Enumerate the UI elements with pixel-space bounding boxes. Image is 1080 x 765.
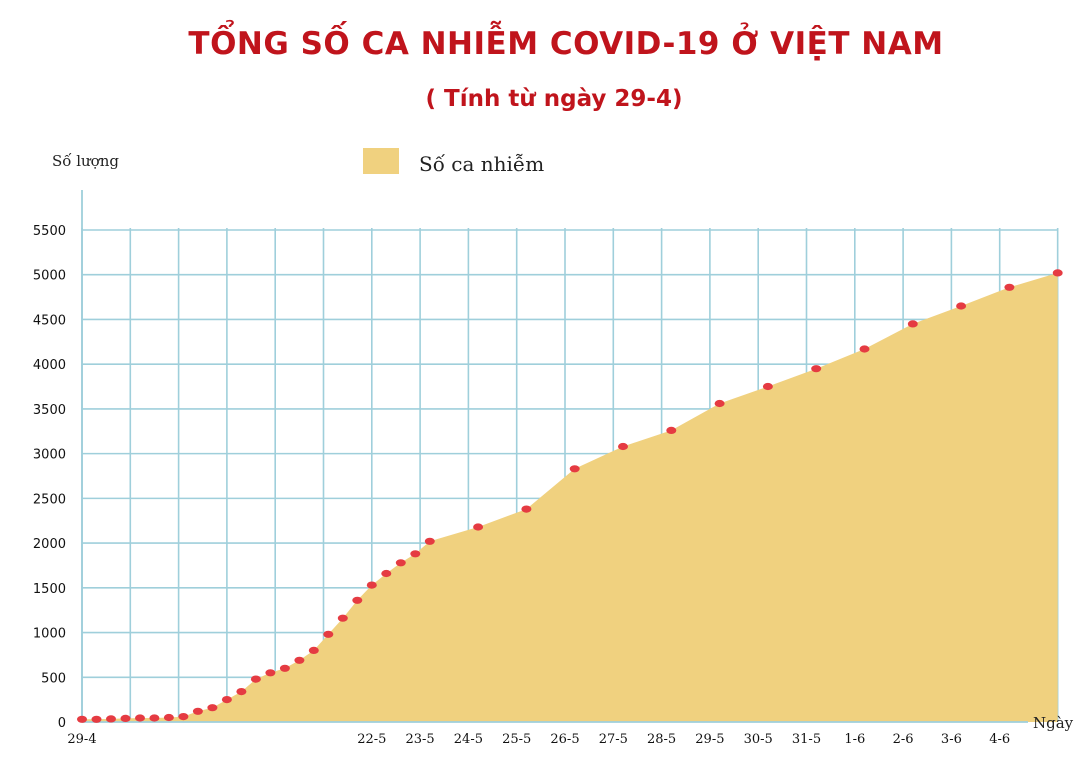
data-point: [395, 559, 406, 567]
chart-subtitle: ( Tính từ ngày 29-4): [425, 86, 683, 112]
axes: [81, 190, 1028, 723]
x-tick-label: 24-5: [454, 732, 483, 747]
data-point: [120, 714, 131, 723]
y-tick-label: 500: [41, 671, 66, 686]
data-point: [762, 382, 773, 391]
y-tick-label: 0: [58, 716, 66, 731]
data-point: [192, 707, 203, 715]
data-point: [91, 715, 102, 723]
data-point: [410, 550, 421, 558]
data-point: [521, 505, 532, 513]
x-tick-label: 1-6: [844, 732, 865, 747]
data-point: [308, 646, 319, 655]
chart-title: TỔNG SỐ CA NHIỄM COVID-19 Ở VIỆT NAM: [188, 26, 944, 62]
data-point: [279, 664, 290, 672]
data-point: [178, 713, 189, 721]
x-tick-label: 4-6: [989, 732, 1010, 747]
data-point: [323, 630, 334, 638]
y-tick-label: 1500: [33, 582, 66, 597]
area-fill: [82, 272, 1058, 722]
x-tick-label: 29-4: [67, 732, 96, 747]
data-point: [473, 523, 484, 531]
y-tick-label: 1000: [33, 627, 66, 642]
y-tick-label: 3000: [33, 448, 66, 463]
data-point: [294, 656, 305, 664]
data-point: [77, 715, 87, 723]
data-point: [907, 320, 918, 328]
x-tick-labels: 29-4 22-5 23-5 24-5 25-5 26-5 27-5 28-5 29-5 30-5…: [67, 732, 1010, 747]
data-point: [106, 715, 116, 723]
y-tick-label: 4000: [33, 358, 66, 373]
x-tick-label: 23-5: [405, 732, 434, 747]
y-tick-label: 5000: [33, 269, 66, 284]
data-point: [424, 537, 435, 545]
data-point: [859, 345, 870, 353]
data-point: [618, 442, 628, 451]
y-tick-label: 5500: [33, 224, 66, 239]
data-point: [714, 399, 725, 408]
data-point: [250, 675, 261, 683]
x-tick-label: 29-5: [695, 732, 724, 747]
x-tick-label: 28-5: [647, 732, 676, 747]
data-point: [1052, 269, 1063, 277]
x-axis-label: Ngày: [1033, 714, 1074, 732]
data-point: [265, 669, 276, 677]
data-point: [163, 713, 174, 722]
data-point: [149, 714, 160, 722]
area-layer: [82, 272, 1058, 722]
data-point: [1004, 283, 1015, 291]
legend-label: Số ca nhiễm: [419, 152, 545, 176]
data-point: [811, 365, 822, 373]
legend-swatch: [363, 148, 399, 174]
x-tick-label: 3-6: [941, 732, 962, 747]
x-tick-label: 2-6: [893, 732, 914, 747]
data-point: [135, 714, 145, 722]
x-tick-label: 26-5: [550, 732, 579, 747]
x-tick-label: 25-5: [502, 732, 531, 747]
data-point: [381, 569, 392, 578]
data-point: [221, 696, 232, 704]
data-point: [207, 704, 218, 712]
data-point: [236, 688, 247, 696]
data-point: [956, 302, 967, 310]
data-point: [569, 465, 580, 473]
x-tick-label: 30-5: [744, 732, 773, 747]
y-tick-label: 3500: [33, 403, 66, 418]
data-point: [666, 426, 677, 434]
y-tick-label: 2000: [33, 537, 66, 552]
data-points: [77, 269, 1063, 723]
data-point: [337, 614, 348, 622]
y-tick-label: 4500: [33, 313, 66, 328]
data-point: [352, 596, 363, 604]
y-axis-label: Số lượng: [52, 152, 119, 170]
x-tick-label: 31-5: [792, 732, 821, 747]
y-tick-label: 2500: [33, 492, 66, 507]
data-point: [366, 581, 377, 589]
x-tick-label: 27-5: [599, 732, 628, 747]
y-tick-labels: 5500500045004000350030002500200015001000…: [33, 224, 66, 731]
x-tick-label: 22-5: [357, 732, 386, 747]
